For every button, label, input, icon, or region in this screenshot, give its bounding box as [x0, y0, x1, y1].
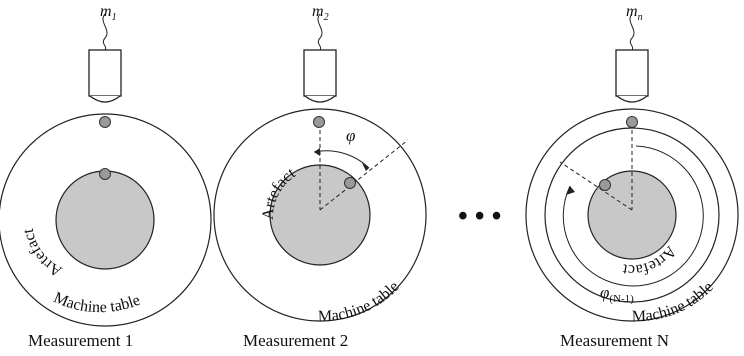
- probe-cable: [102, 13, 108, 51]
- angle-arrow-end: [362, 163, 369, 171]
- artefact-marker: [99, 168, 111, 180]
- probe-2: m2: [303, 3, 337, 103]
- reference-marker: [626, 116, 638, 128]
- panel-measurement-1: m1 Artefact Machine table Measurement 1: [0, 3, 212, 350]
- angle-arrow-start: [314, 148, 320, 156]
- probe-label: m2: [312, 3, 329, 23]
- panel-measurement-2: m2 φ Artefact Machine table Measurement …: [213, 3, 427, 350]
- artefact: [587, 170, 677, 260]
- probe-tip: [304, 95, 336, 103]
- angle-arrow: [566, 186, 575, 195]
- reference-marker: [313, 116, 325, 128]
- caption-measurement-2: Measurement 2: [243, 331, 348, 350]
- probe-cable: [317, 13, 323, 51]
- angle-label: φ: [346, 126, 355, 145]
- probe-body: [615, 49, 649, 97]
- ellipsis: • • •: [458, 201, 501, 232]
- panel-measurement-n: mn φ(N-1) Artefact Machine table Measure…: [525, 3, 739, 350]
- angle-label: φ(N-1): [600, 283, 634, 305]
- rotated-axis: [559, 161, 633, 211]
- angle-arc: [562, 145, 704, 287]
- probe-n: mn: [615, 3, 649, 103]
- artefact-marker: [344, 177, 356, 189]
- probe-body: [303, 49, 337, 97]
- probe-body: [88, 49, 122, 97]
- probe-label: mn: [626, 3, 643, 23]
- probe-tip: [89, 95, 121, 103]
- probe-label: m1: [100, 3, 117, 23]
- artefact-marker: [599, 179, 611, 191]
- caption-measurement-1: Measurement 1: [28, 331, 133, 350]
- probe-1: m1: [88, 3, 122, 103]
- rotated-axis: [319, 139, 409, 211]
- probe-cable: [629, 13, 635, 51]
- probe-tip: [616, 95, 648, 103]
- caption-measurement-n: Measurement N: [560, 331, 669, 350]
- reference-marker: [99, 116, 111, 128]
- artefact: [55, 170, 155, 270]
